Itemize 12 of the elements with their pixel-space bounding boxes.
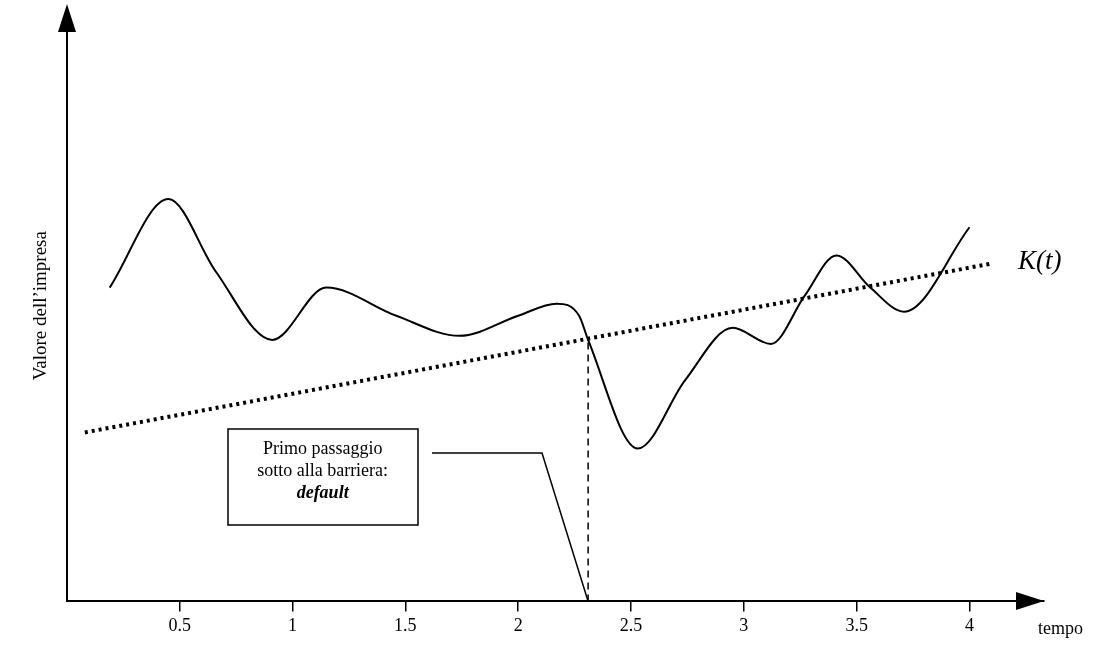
x-tick-label: 2 — [513, 614, 523, 635]
y-axis-title: Valore dell’impresa — [29, 230, 51, 381]
x-tick-label: 1.5 — [394, 614, 417, 635]
x-tick-label: 3 — [739, 614, 749, 635]
x-tick-label: 0.5 — [168, 614, 191, 635]
series-label: K(t) — [1017, 244, 1062, 275]
annotation: Primo passaggio sotto alla barriera: default — [256, 437, 390, 504]
x-tick-label: 2.5 — [619, 614, 643, 635]
x-tick-label: 3.5 — [845, 614, 868, 635]
x-axis-title: tempo — [1038, 618, 1083, 639]
x-tick-label: 1 — [287, 614, 297, 635]
x-tick-label: 4 — [965, 614, 975, 635]
